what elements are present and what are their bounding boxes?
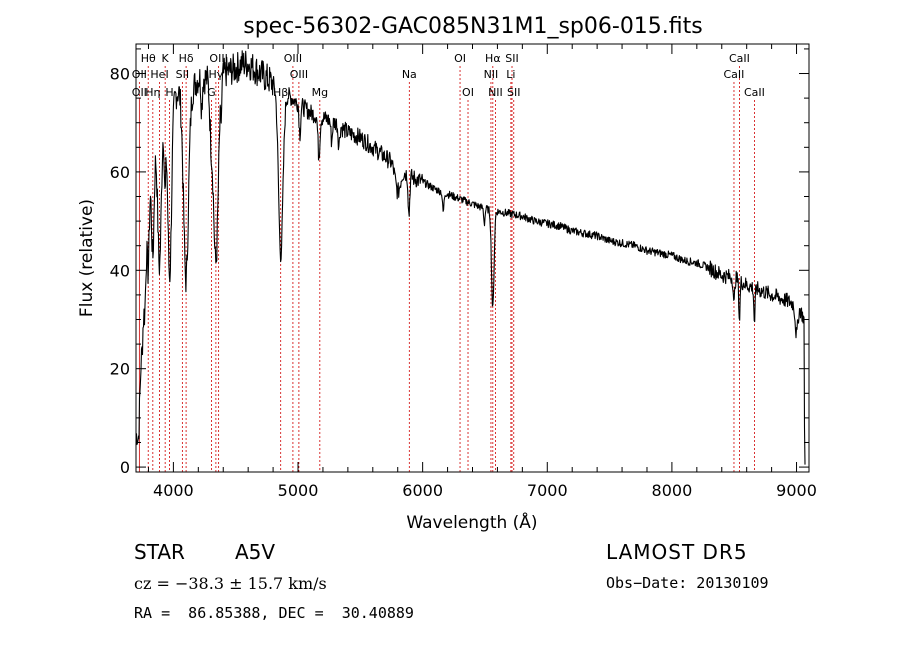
line-markers: Hθ K Hδ OIII OIII OI Hα SII CaII OII HeI SII Hγ OIII N…	[132, 52, 765, 472]
line-marker-label: H	[165, 86, 173, 99]
line-marker-label: SII	[507, 86, 520, 99]
line-marker-label: Hβ	[273, 86, 288, 99]
line-marker-label: NII	[488, 86, 503, 99]
y-tick-label: 0	[120, 458, 130, 477]
line-marker-label: CaII	[724, 68, 745, 81]
x-axis-ticks: 4000 5000 6000 7000 8000 9000	[147, 44, 817, 500]
x-axis-label: Wavelength (Å)	[406, 511, 537, 533]
line-marker-label: Hθ	[141, 52, 156, 65]
line-marker-label: OIII	[209, 52, 227, 65]
y-tick-label: 20	[110, 360, 130, 379]
x-tick-label: 8000	[652, 481, 693, 500]
x-tick-label: 6000	[402, 481, 443, 500]
line-marker-label: Hη	[145, 86, 160, 99]
x-tick-label: 9000	[776, 481, 817, 500]
y-tick-label: 40	[110, 261, 130, 280]
x-tick-label: 7000	[527, 481, 568, 500]
line-marker-label: Hγ	[208, 68, 223, 81]
line-marker-label: Hδ	[179, 52, 194, 65]
y-axis-label: Flux (relative)	[77, 199, 97, 317]
x-tick-label: 4000	[153, 481, 194, 500]
chart-title: spec-56302-GAC085N31M1_sp06-015.fits	[243, 14, 703, 39]
line-marker-label: OI	[462, 86, 474, 99]
line-marker-label: HeI	[150, 68, 168, 81]
line-marker-label: K	[162, 52, 170, 65]
y-axis-ticks: 0 20 40 60 80	[110, 48, 809, 477]
line-marker-label: CaII	[729, 52, 750, 65]
line-marker-label: Hα	[485, 52, 501, 65]
line-marker-label: NII	[484, 68, 499, 81]
y-tick-label: 60	[110, 163, 130, 182]
line-marker-label: Na	[402, 68, 417, 81]
survey-label: LAMOST DR5	[606, 540, 748, 564]
observation-date: Obs−Date: 20130109	[606, 574, 769, 592]
spectrum-line	[135, 50, 806, 465]
line-marker-label: Mg	[312, 86, 328, 99]
redshift-velocity: cz = −38.3 ± 15.7 km/s	[134, 574, 327, 593]
line-marker-label: OIII	[290, 68, 308, 81]
line-marker-label: CaII	[744, 86, 765, 99]
plot-frame	[135, 43, 810, 473]
line-marker-label: G	[207, 86, 216, 99]
line-marker-label: OI	[454, 52, 466, 65]
x-tick-label: 5000	[278, 481, 319, 500]
object-class: STAR	[134, 540, 185, 564]
line-marker-label: SII	[505, 52, 518, 65]
line-marker-label: OII	[132, 68, 147, 81]
line-marker-label: Li	[506, 68, 515, 81]
y-tick-label: 80	[110, 65, 130, 84]
object-subclass: A5V	[235, 540, 276, 564]
line-marker-label: OIII	[284, 52, 302, 65]
line-marker-label: SII	[176, 68, 189, 81]
coordinates: RA = 86.85388, DEC = 30.40889	[134, 604, 414, 622]
